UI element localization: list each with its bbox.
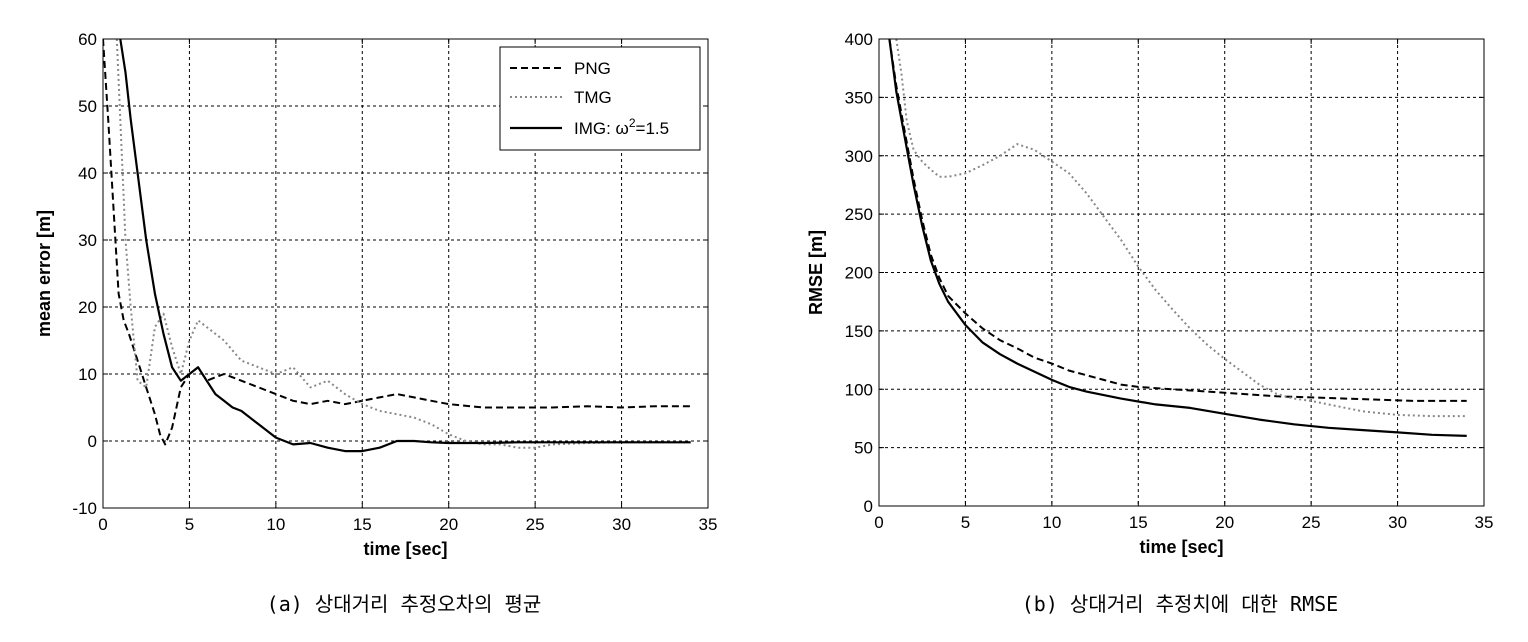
- y-axis-label-b: RMSE [m]: [806, 230, 826, 315]
- y-tick-label: 300: [845, 147, 873, 166]
- y-tick-label: 50: [854, 439, 873, 458]
- y-tick-label: 50: [78, 97, 97, 116]
- x-tick-label: 30: [1388, 513, 1407, 532]
- y-tick-label: 250: [845, 205, 873, 224]
- x-tick-label: 35: [699, 515, 718, 534]
- x-axis-label-b: time [sec]: [1139, 537, 1223, 557]
- y-tick-label: 150: [845, 322, 873, 341]
- x-tick-label: 35: [1475, 513, 1494, 532]
- y-tick-label: 0: [864, 497, 873, 516]
- x-tick-label: 5: [961, 513, 970, 532]
- x-tick-label: 30: [612, 515, 631, 534]
- chart-b: 0 5 10 15 20 25 30 35050100150200250300350400ti…: [806, 30, 1493, 557]
- x-axis-label-a: time [sec]: [363, 539, 447, 559]
- series-line-a-dashed: [103, 39, 691, 446]
- y-tick-label: 100: [845, 380, 873, 399]
- x-tick-label: 25: [1302, 513, 1321, 532]
- series-line-a-solid: [119, 39, 691, 453]
- x-tick-label: 0: [98, 515, 107, 534]
- x-tick-label: 5: [185, 515, 194, 534]
- legend-label-tmg: TMG: [574, 88, 612, 107]
- x-tick-label: 15: [1129, 513, 1148, 532]
- x-tick-label: 10: [266, 515, 285, 534]
- legend-box: [499, 46, 701, 151]
- series-line-b-solid: [888, 39, 1467, 437]
- plot-frame-a: [102, 38, 709, 509]
- caption-b: (b) 상대거리 추정치에 대한 RMSE: [1022, 592, 1338, 616]
- legend-a: PNG TMG IMG: ω2=1.5: [499, 46, 701, 151]
- y-tick-label: 60: [78, 30, 97, 49]
- legend-label-png: PNG: [574, 59, 611, 78]
- y-tick-label: 20: [78, 298, 97, 317]
- y-axis-label-a: mean error [m]: [34, 210, 54, 337]
- y-tick-label: 200: [845, 264, 873, 283]
- x-tick-label: 20: [439, 515, 458, 534]
- y-tick-label: 40: [78, 164, 97, 183]
- y-tick-label: 30: [78, 231, 97, 250]
- x-tick-label: 0: [874, 513, 883, 532]
- x-tick-label: 20: [1215, 513, 1234, 532]
- x-tick-label: 15: [353, 515, 372, 534]
- y-tick-label: 10: [78, 365, 97, 384]
- caption-a: (a) 상대거리 추정오차의 평균: [267, 592, 542, 616]
- x-tick-label: 25: [526, 515, 545, 534]
- series-line-b-dotted: [895, 39, 1467, 418]
- series-line-a-dotted: [115, 39, 691, 449]
- y-tick-label: 350: [845, 88, 873, 107]
- y-tick-label: 400: [845, 30, 873, 49]
- y-tick-label: 0: [88, 432, 97, 451]
- y-tick-label: -10: [72, 499, 97, 518]
- x-tick-label: 10: [1042, 513, 1061, 532]
- legend-label-img: IMG: ω2=1.5: [574, 116, 669, 138]
- series-line-b-dashed: [888, 39, 1467, 402]
